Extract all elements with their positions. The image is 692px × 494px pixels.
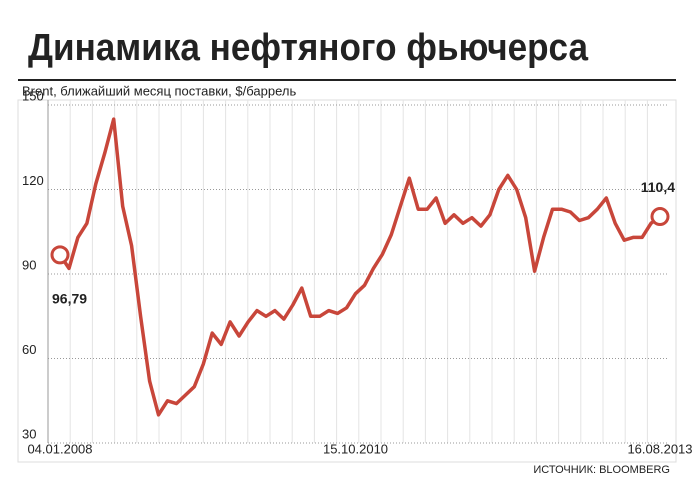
y-tick-label: 60 xyxy=(22,342,36,357)
end-marker xyxy=(50,245,70,265)
chart-subtitle: Brent, ближайший месяц поставки, $/барре… xyxy=(22,83,296,98)
x-tick-label: 16.08.2013 xyxy=(627,441,692,456)
end-marker xyxy=(650,207,670,227)
x-tick-label: 15.10.2010 xyxy=(323,441,388,456)
y-tick-label: 150 xyxy=(22,88,44,103)
plot-frame xyxy=(17,99,677,463)
y-tick-label: 120 xyxy=(22,173,44,188)
y-tick-label: 30 xyxy=(22,426,36,441)
value-label: 96,79 xyxy=(52,291,87,307)
chart-title: Динамика нефтяного фьючерса xyxy=(28,27,589,69)
price-line xyxy=(58,117,662,417)
y-tick-label: 90 xyxy=(22,257,36,272)
value-label: 110,4 xyxy=(641,179,675,195)
source: ИСТОЧНИК: BLOOMBERG xyxy=(533,464,670,476)
x-tick-label: 04.01.2008 xyxy=(27,441,92,456)
